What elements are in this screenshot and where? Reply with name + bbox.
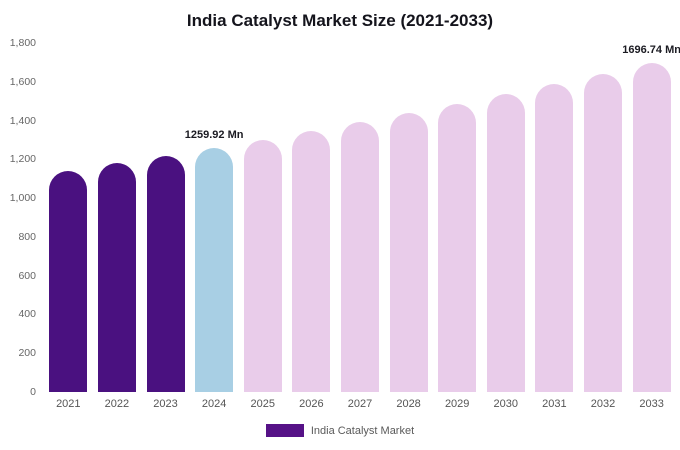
y-tick-label-600: 600 bbox=[18, 269, 36, 282]
x-tick-label-2033: 2033 bbox=[639, 398, 664, 410]
x-tick-label-2025: 2025 bbox=[250, 398, 275, 410]
value-label-2024: 1259.92 Mn bbox=[184, 128, 244, 141]
bar-2023[interactable] bbox=[146, 155, 185, 392]
bar-2031[interactable] bbox=[535, 84, 574, 392]
y-tick-label-800: 800 bbox=[18, 230, 36, 243]
y-tick-label-1,000: 1,000 bbox=[9, 192, 36, 205]
y-tick-label-200: 200 bbox=[18, 347, 36, 360]
bar-slot bbox=[287, 43, 336, 392]
x-tick-label-2026: 2026 bbox=[299, 398, 324, 410]
bar-slot: 1259.92 Mn bbox=[185, 43, 243, 392]
bar-slot bbox=[530, 43, 579, 392]
value-label-2033: 1696.74 Mn bbox=[622, 44, 680, 57]
legend: India Catalyst Market bbox=[0, 424, 680, 437]
bar-2028[interactable] bbox=[389, 113, 428, 392]
legend-label[interactable]: India Catalyst Market bbox=[310, 424, 415, 437]
x-tick-label-2028: 2028 bbox=[396, 398, 421, 410]
bar-slot bbox=[481, 43, 530, 392]
x-axis: 2021 2022 2023 2024 2025 2026 2027 2028 2029 2030… bbox=[44, 398, 676, 410]
y-tick-label-400: 400 bbox=[18, 308, 36, 321]
bar-2033[interactable] bbox=[632, 63, 671, 392]
x-tick-label-2023: 2023 bbox=[153, 398, 178, 410]
x-tick-label-2021: 2021 bbox=[56, 398, 81, 410]
x-tick-label-2029: 2029 bbox=[444, 398, 470, 410]
bar-2021[interactable] bbox=[49, 170, 88, 392]
y-tick-label-1,400: 1,400 bbox=[9, 114, 36, 127]
bar-slot bbox=[433, 43, 482, 392]
bar-2030[interactable] bbox=[486, 94, 525, 392]
bar-2026[interactable] bbox=[292, 131, 331, 392]
y-tick-label-1,600: 1,600 bbox=[9, 75, 36, 88]
x-tick-label-2032: 2032 bbox=[590, 398, 616, 410]
bar-slot bbox=[336, 43, 385, 392]
bar-slot bbox=[44, 43, 93, 392]
y-tick-label-0: 0 bbox=[30, 386, 36, 398]
x-tick-label-2022: 2022 bbox=[104, 398, 130, 410]
bar-2029[interactable] bbox=[438, 103, 477, 392]
bar-slot bbox=[93, 43, 142, 392]
bar-2032[interactable] bbox=[584, 73, 622, 392]
bar-slot bbox=[579, 43, 628, 392]
bar-slot bbox=[141, 43, 190, 392]
bar-slot: 1696.74 Mn bbox=[622, 43, 680, 392]
plot-area: 1259.92 Mn 1696.74 Mn bbox=[44, 43, 680, 392]
y-tick-label-1,200: 1,200 bbox=[9, 153, 36, 166]
bar-slot bbox=[238, 43, 287, 392]
legend-swatch-icon[interactable] bbox=[265, 424, 304, 437]
bar-slot bbox=[384, 43, 433, 392]
y-tick-label-1,800: 1,800 bbox=[9, 37, 36, 49]
x-tick-label-2030: 2030 bbox=[493, 398, 519, 410]
y-axis: 0 200 400 600 800 1,000 1,200 1,400 1,600 1,800 bbox=[0, 37, 38, 398]
bar-2025[interactable] bbox=[243, 139, 282, 392]
x-tick-label-2031: 2031 bbox=[542, 398, 567, 410]
bar-2027[interactable] bbox=[340, 122, 379, 392]
x-tick-label-2024: 2024 bbox=[201, 398, 227, 410]
x-tick-label-2027: 2027 bbox=[347, 398, 373, 410]
chart-title: India Catalyst Market Size (2021-2033) bbox=[186, 11, 494, 30]
bar-2024[interactable] bbox=[195, 147, 234, 392]
bar-2022[interactable] bbox=[97, 163, 136, 392]
